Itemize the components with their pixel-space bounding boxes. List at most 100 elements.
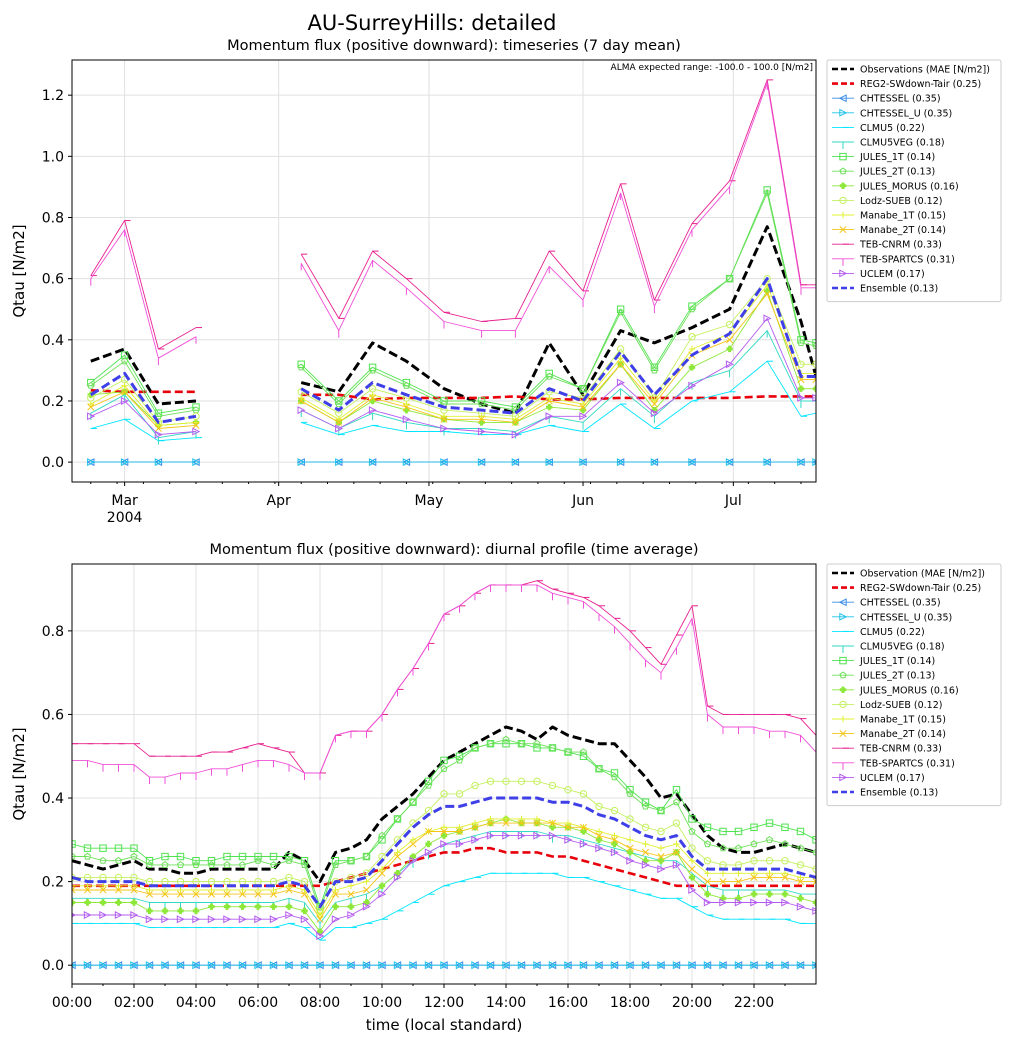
data-point: [402, 415, 411, 424]
series-line: [72, 796, 816, 909]
data-point: [725, 458, 734, 467]
data-point: [362, 902, 371, 911]
data-point: [725, 320, 734, 329]
x-tick-sublabel: 2004: [107, 510, 143, 526]
data-point: [177, 907, 184, 915]
data-point: [114, 844, 123, 852]
data-point: [285, 856, 293, 864]
data-point: [812, 385, 816, 392]
data-point: [192, 886, 200, 894]
data-point: [688, 815, 696, 823]
x-tick-label: May: [414, 493, 443, 509]
data-point: [297, 406, 306, 415]
legend-item: CHTESSEL_U (0.35): [832, 108, 952, 119]
data-point: [688, 865, 696, 873]
data-point: [369, 366, 377, 374]
data-point: [626, 844, 634, 852]
data-point: [335, 416, 342, 423]
x-tick-label: 02:00: [114, 995, 154, 1011]
data-point: [440, 424, 449, 433]
data-point: [471, 744, 479, 751]
legend-item: UCLEM (0.17): [832, 269, 925, 280]
data-point: [99, 886, 107, 894]
data-point: [130, 911, 139, 920]
data-point: [300, 961, 309, 970]
series-line: [90, 284, 816, 426]
legend-item: JULES_MORUS (0.16): [832, 181, 959, 192]
data-point: [672, 785, 681, 794]
data-point: [455, 827, 464, 836]
data-point: [518, 815, 525, 823]
data-point: [548, 961, 557, 970]
y-tick-label: 0.6: [42, 707, 64, 723]
data-point: [176, 861, 185, 868]
data-point: [579, 748, 588, 756]
data-point: [626, 785, 634, 794]
data-point: [335, 400, 343, 408]
legend-item: Observations (MAE [N/m2]): [832, 65, 990, 76]
data-point: [332, 903, 339, 910]
data-point: [378, 831, 386, 839]
data-point: [369, 394, 377, 402]
data-point: [362, 886, 371, 894]
data-point: [300, 857, 309, 865]
data-point: [440, 824, 448, 831]
data-point: [192, 907, 200, 915]
data-point: [595, 836, 603, 844]
legend-label: CHTESSEL (0.35): [860, 94, 941, 105]
data-point: [657, 806, 665, 814]
series-clmu5-0-22: [72, 872, 816, 941]
data-point: [72, 886, 76, 894]
data-point: [626, 849, 634, 856]
data-point: [812, 961, 816, 970]
data-point: [616, 378, 625, 387]
y-tick-label: 0.8: [42, 210, 64, 226]
data-point: [595, 844, 604, 853]
data-point: [455, 839, 464, 849]
data-point: [254, 856, 262, 864]
axes-frame: [71, 59, 817, 483]
legend-item: JULES_1T (0.14): [832, 656, 935, 667]
data-point: [269, 861, 278, 868]
data-point: [130, 852, 138, 860]
data-point: [688, 885, 697, 894]
data-point: [394, 849, 401, 856]
data-point: [564, 961, 573, 970]
data-point: [703, 857, 712, 865]
data-point: [99, 856, 107, 864]
data-point: [331, 857, 340, 865]
y-tick-label: 1.2: [42, 88, 64, 104]
data-point: [796, 827, 805, 836]
y-tick-label: 0.4: [42, 791, 64, 807]
data-point: [161, 915, 170, 924]
legend-label: CLMU5 (0.22): [860, 627, 925, 638]
data-point: [797, 895, 804, 902]
data-point: [378, 882, 386, 889]
data-point: [478, 415, 486, 423]
data-point: [114, 911, 123, 920]
data-point: [239, 886, 246, 894]
data-point: [254, 852, 262, 861]
data-point: [145, 915, 154, 924]
data-point: [719, 878, 727, 886]
series-line: [90, 82, 816, 359]
data-point: [517, 961, 526, 970]
data-point: [254, 886, 262, 894]
x-tick-label: 22:00: [734, 995, 774, 1011]
y-axis-label: Qtau [N/m2]: [10, 224, 28, 317]
data-point: [688, 345, 696, 353]
x-tick-label: 04:00: [176, 995, 216, 1011]
data-point: [579, 823, 588, 831]
data-point: [130, 886, 138, 894]
data-point: [750, 898, 759, 907]
legend-label: JULES_MORUS (0.16): [859, 685, 959, 696]
series-line: [72, 835, 816, 937]
legend-marker: [839, 773, 848, 782]
legend-marker: [839, 700, 847, 709]
series-uclem-0-17: [87, 314, 816, 439]
data-point: [223, 961, 232, 970]
legend-item: TEB-SPARTCS (0.31): [832, 758, 955, 770]
legend-label: TEB-SPARTCS (0.31): [859, 758, 955, 769]
data-point: [285, 882, 293, 889]
x-tick-label: 20:00: [672, 995, 712, 1011]
